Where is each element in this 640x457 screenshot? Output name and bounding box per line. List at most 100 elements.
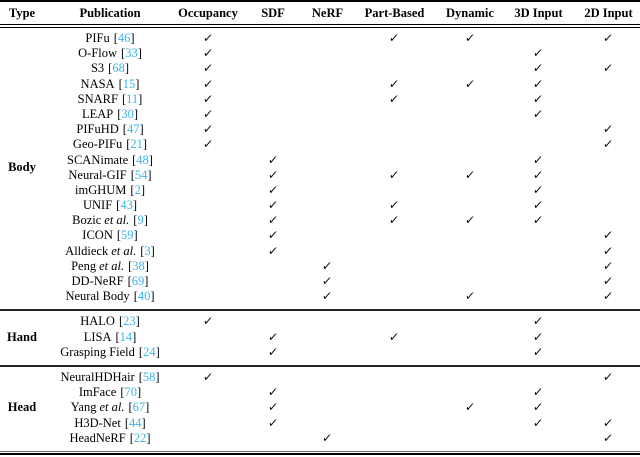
citation-number[interactable]: 69 [131, 274, 145, 288]
citation-ref[interactable]: [14] [115, 330, 136, 344]
citation-number[interactable]: 24 [143, 344, 156, 359]
citation-ref[interactable]: [58] [139, 370, 160, 384]
citation-number[interactable]: 43 [120, 198, 133, 213]
citation-ref[interactable]: [43] [116, 198, 137, 212]
checkmark-icon: ✓ [532, 314, 545, 329]
citation-number[interactable]: 9 [137, 213, 144, 228]
citation-number[interactable]: 70 [124, 385, 137, 400]
citation-number[interactable]: 22 [133, 430, 147, 445]
check-cell-3d-input: ✓ [500, 46, 577, 61]
citation-ref[interactable]: [15] [119, 77, 140, 91]
citation-number[interactable]: 15 [122, 76, 136, 91]
check-cell-3d-input: ✓ [500, 400, 577, 415]
citation-ref[interactable]: [21] [126, 137, 147, 151]
check-cell-2d-input: ✓ [577, 289, 640, 304]
checkmark-icon: ✓ [602, 137, 615, 152]
citation-bracket-close: ] [155, 369, 160, 384]
check-cell-dynamic: ✓ [440, 213, 500, 228]
citation-ref[interactable]: [69] [128, 274, 149, 288]
citation-ref[interactable]: [11] [122, 92, 142, 106]
check-cell-2d-input: ✓ [577, 61, 640, 76]
citation-number[interactable]: 48 [136, 152, 149, 167]
citation-ref[interactable]: [44] [125, 416, 146, 430]
citation-ref[interactable]: [47] [123, 122, 144, 136]
publication-etal: et al. [99, 400, 125, 415]
citation-number[interactable]: 67 [132, 400, 146, 415]
publication-name: imGHUM [75, 182, 127, 197]
check-cell-part-based: ✓ [349, 198, 440, 213]
column-header-type: Type [8, 5, 36, 20]
checkmark-icon: ✓ [464, 400, 476, 415]
citation-number[interactable]: 47 [126, 122, 140, 137]
check-cell-occupancy: ✓ [176, 137, 240, 152]
citation-bracket-open: [ [128, 400, 133, 415]
citation-number[interactable]: 23 [123, 314, 136, 329]
citation-number[interactable]: 44 [129, 415, 142, 430]
citation-ref[interactable]: [30] [117, 107, 138, 121]
citation-number[interactable]: 30 [121, 106, 134, 121]
citation-bracket-open: [ [126, 137, 131, 152]
citation-number[interactable]: 14 [119, 329, 133, 344]
publication-cell: Yang et al. [67] [44, 400, 176, 415]
publication-name: NASA [80, 76, 115, 91]
citation-ref[interactable]: [33] [121, 46, 142, 60]
publication-name: S3 [90, 61, 105, 76]
citation-number[interactable]: 59 [121, 228, 134, 243]
citation-number[interactable]: 54 [134, 167, 148, 182]
citation-number[interactable]: 58 [142, 369, 156, 384]
check-cell-3d-input: ✓ [500, 92, 577, 107]
citation-number[interactable]: 68 [112, 61, 125, 76]
citation-ref[interactable]: [24] [139, 345, 160, 359]
citation-number[interactable]: 33 [125, 46, 138, 61]
citation-bracket-open: [ [121, 46, 126, 61]
citation-ref[interactable]: [59] [117, 228, 138, 242]
citation-ref[interactable]: [54] [131, 168, 152, 182]
citation-ref[interactable]: [3] [140, 244, 155, 258]
publication-name: LEAP [81, 106, 114, 121]
citation-bracket-open: [ [130, 167, 135, 182]
checkmark-icon: ✓ [464, 31, 476, 45]
check-cell-dynamic: ✓ [440, 168, 500, 183]
citation-bracket-open: [ [124, 415, 129, 430]
checkmark-icon: ✓ [532, 46, 545, 61]
citation-ref[interactable]: [70] [120, 385, 141, 399]
publication-name: NeuralHDHair [60, 369, 135, 384]
publication-cell: HeadNeRF [22] [44, 431, 176, 446]
check-cell-occupancy: ✓ [176, 122, 240, 137]
citation-number[interactable]: 46 [117, 31, 131, 45]
citation-ref[interactable]: [22] [130, 431, 151, 445]
citation-number[interactable]: 38 [132, 258, 145, 273]
citation-bracket-close: ] [139, 122, 144, 137]
checkmark-icon: ✓ [267, 400, 279, 415]
citation-number[interactable]: 11 [126, 91, 139, 106]
citation-ref[interactable]: [40] [134, 289, 155, 303]
checkmark-icon: ✓ [267, 329, 279, 344]
citation-ref[interactable]: [68] [108, 61, 129, 75]
citation-bracket-open: [ [130, 182, 135, 197]
citation-ref[interactable]: [23] [119, 314, 140, 328]
citation-ref[interactable]: [9] [133, 213, 148, 227]
citation-ref[interactable]: [48] [132, 153, 153, 167]
check-cell-3d-input: ✓ [500, 213, 577, 228]
citation-ref[interactable]: [67] [128, 400, 149, 414]
citation-ref[interactable]: [46] [114, 31, 135, 45]
publication-cell: UNIF [43] [44, 198, 176, 213]
citation-number[interactable]: 21 [130, 137, 143, 152]
citation-bracket-close: ] [150, 289, 155, 304]
citation-number[interactable]: 2 [134, 182, 141, 197]
citation-ref[interactable]: [2] [130, 183, 145, 197]
citation-bracket-close: ] [144, 274, 149, 288]
type-label-hand: Hand [7, 329, 37, 344]
citation-number[interactable]: 40 [137, 289, 151, 304]
citation-ref[interactable]: [38] [128, 259, 149, 273]
checkmark-icon: ✓ [532, 76, 545, 91]
citation-number[interactable]: 3 [144, 243, 151, 258]
check-cell-2d-input: ✓ [577, 431, 640, 446]
check-cell-2d-input: ✓ [577, 228, 640, 243]
check-cell-occupancy: ✓ [176, 92, 240, 107]
check-cell-dynamic: ✓ [440, 77, 500, 92]
check-cell-2d-input: ✓ [577, 274, 640, 289]
check-cell-nerf: ✓ [306, 289, 349, 304]
check-cell-2d-input: ✓ [577, 31, 640, 46]
checkmark-icon: ✓ [532, 61, 545, 76]
